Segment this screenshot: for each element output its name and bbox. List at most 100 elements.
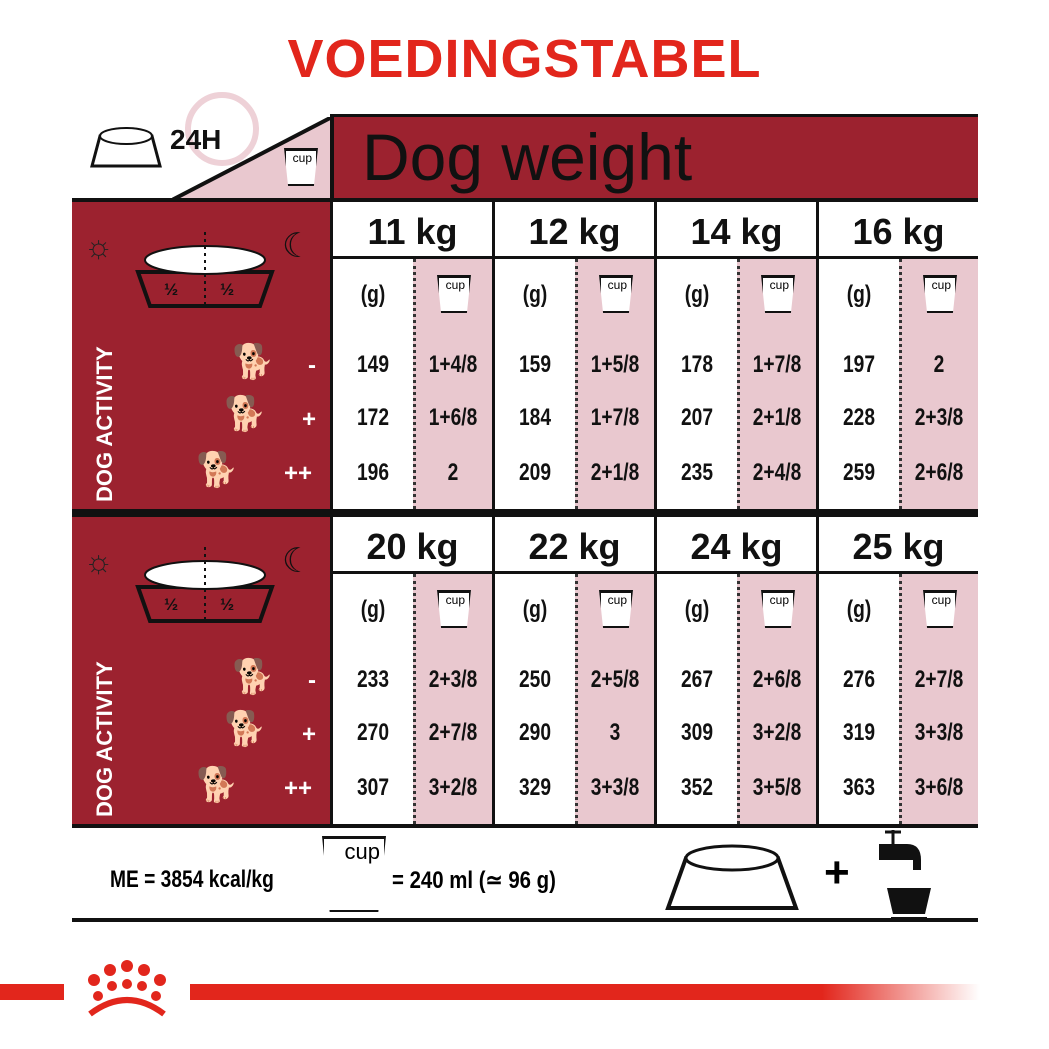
- sun-icon: ☼: [84, 228, 114, 264]
- royal-canin-logo: [88, 960, 166, 1017]
- grams-header: (g): [684, 281, 710, 308]
- weight-label: 14 kg: [657, 202, 816, 259]
- cups-value: 2+6/8: [914, 459, 964, 486]
- standing-dog-icon: 🐕: [224, 395, 267, 433]
- weight-label: 20 kg: [333, 517, 492, 574]
- half-label: ½: [220, 280, 235, 299]
- cups-value: 1+5/8: [590, 351, 640, 378]
- dog-weight-header: Dog weight: [330, 117, 978, 200]
- grams-value: 270: [356, 719, 390, 746]
- grams-value: 235: [680, 459, 714, 486]
- grams-value: 233: [356, 666, 390, 693]
- moon-icon: ☾: [282, 227, 313, 265]
- activity-high: ++: [284, 775, 313, 802]
- clock-icon: [185, 92, 259, 166]
- grams-header: (g): [360, 281, 386, 308]
- grams-header: (g): [846, 596, 872, 623]
- grams-value: 172: [356, 404, 390, 431]
- brand-bar: [190, 984, 980, 1000]
- activity-medium: +: [302, 721, 317, 748]
- grams-value: 259: [842, 459, 876, 486]
- food-bowl-icon: [665, 844, 799, 910]
- grams-header: (g): [522, 281, 548, 308]
- grams-header: (g): [522, 596, 548, 623]
- divider: [330, 114, 978, 118]
- grams-value: 228: [842, 404, 876, 431]
- cups-value: 1+4/8: [428, 351, 478, 378]
- cups-value: 2+5/8: [590, 666, 640, 693]
- activity-medium: +: [302, 406, 317, 433]
- cups-value: 2: [447, 459, 459, 486]
- cups-value: 3+3/8: [914, 719, 964, 746]
- weight-label: 12 kg: [495, 202, 654, 259]
- activity-low: -: [308, 667, 316, 694]
- grams-value: 290: [518, 719, 552, 746]
- cups-value: 1+6/8: [428, 404, 478, 431]
- weight-column: 11 kg (g) cup 149 1+4/8 172 1+6/8 196 2: [330, 202, 492, 509]
- half-label: ½: [164, 595, 179, 614]
- cups-value: 3+6/8: [914, 774, 964, 801]
- weight-column: 14 kg (g) cup 178 1+7/8 207 2+1/8 235 2+4/8: [654, 202, 816, 509]
- feeding-block: ☼ ½ ½ ☾ DOG ACTIVITY 🐕 🐕 🐕 - + ++ 20 kg …: [72, 513, 978, 828]
- cup-icon-label: cup: [931, 593, 951, 607]
- cup-icon-label: cup: [344, 839, 380, 864]
- food-bowl-icon: [135, 232, 275, 308]
- grams-value: 250: [518, 666, 552, 693]
- cups-value: 2+1/8: [590, 459, 640, 486]
- weight-column: 20 kg (g) cup 233 2+3/8 270 2+7/8 307 3+2/8: [330, 517, 492, 824]
- cups-value: 2+7/8: [914, 666, 964, 693]
- cup-icon: cup: [923, 590, 957, 628]
- cup-icon-label: cup: [607, 593, 627, 607]
- feeding-block: ☼ ½ ½ ☾ DOG ACTIVITY 🐕 🐕 🐕 - + ++ 11 kg …: [72, 198, 978, 513]
- half-label: ½: [220, 595, 235, 614]
- cup-icon-label: cup: [931, 278, 951, 292]
- weight-label: 24 kg: [657, 517, 816, 574]
- grams-value: 363: [842, 774, 876, 801]
- grams-header: (g): [846, 281, 872, 308]
- cups-value: 3+2/8: [428, 774, 478, 801]
- grams-header: (g): [684, 596, 710, 623]
- food-bowl-icon: [135, 547, 275, 623]
- weight-column: 22 kg (g) cup 250 2+5/8 290 3 329 3+3/8: [492, 517, 654, 824]
- water-tap-icon: [879, 830, 931, 919]
- cup-icon-label: cup: [445, 593, 465, 607]
- dog-weight-title: Dog weight: [362, 120, 693, 194]
- grams-header: (g): [360, 596, 386, 623]
- standing-dog-icon: 🐕: [224, 710, 267, 748]
- weight-label: 11 kg: [333, 202, 492, 259]
- cups-value: 3: [609, 719, 621, 746]
- cups-value: 1+7/8: [752, 351, 802, 378]
- grams-value: 209: [518, 459, 552, 486]
- grams-value: 267: [680, 666, 714, 693]
- grams-value: 197: [842, 351, 876, 378]
- cup-equivalence: = 240 ml (≃ 96 g): [392, 867, 556, 894]
- grams-value: 276: [842, 666, 876, 693]
- weight-column: 25 kg (g) cup 276 2+7/8 319 3+3/8 363 3+6/8: [816, 517, 978, 824]
- dog-activity-label: DOG ACTIVITY: [92, 346, 117, 502]
- duration-label: 24H: [170, 124, 222, 155]
- grams-value: 309: [680, 719, 714, 746]
- cup-icon: cup: [761, 275, 795, 313]
- weight-label: 22 kg: [495, 517, 654, 574]
- cup-icon-label: cup: [769, 278, 789, 292]
- grams-value: 159: [518, 351, 552, 378]
- half-label: ½: [164, 280, 179, 299]
- moon-icon: ☾: [282, 542, 313, 580]
- grams-value: 178: [680, 351, 714, 378]
- cup-icon: cup: [599, 590, 633, 628]
- grams-value: 329: [518, 774, 552, 801]
- weight-column: 24 kg (g) cup 267 2+6/8 309 3+2/8 352 3+5/8: [654, 517, 816, 824]
- cups-value: 2+3/8: [428, 666, 478, 693]
- cups-value: 2+6/8: [752, 666, 802, 693]
- activity-panel: ☼ ½ ½ ☾ DOG ACTIVITY 🐕 🐕 🐕 - + ++: [72, 202, 330, 509]
- grams-value: 352: [680, 774, 714, 801]
- cups-value: 3+5/8: [752, 774, 802, 801]
- cups-value: 2+7/8: [428, 719, 478, 746]
- cup-icon: cup: [923, 275, 957, 313]
- food-bowl-icon: [90, 127, 162, 168]
- cup-icon: cup: [761, 590, 795, 628]
- page-title: VOEDINGSTABEL: [287, 29, 762, 89]
- cups-value: 2+4/8: [752, 459, 802, 486]
- running-dog-icon: 🐕: [196, 766, 239, 804]
- cup-icon-label: cup: [769, 593, 789, 607]
